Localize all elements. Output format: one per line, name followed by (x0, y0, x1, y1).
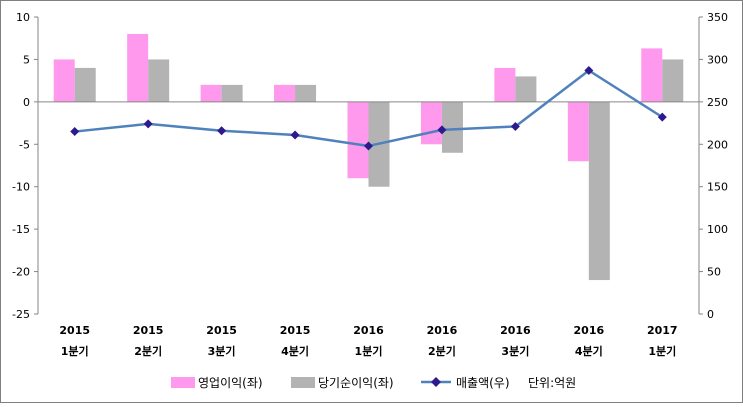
right-tick-label: 300 (707, 53, 728, 66)
bar-operating-profit (53, 59, 75, 102)
bar-operating-profit (420, 101, 442, 145)
legend-label-revenue: 매출액(우) (456, 376, 510, 390)
category-year-label: 2016 (427, 324, 458, 337)
left-tick-label: 10 (16, 11, 30, 24)
category-quarter-label: 1분기 (61, 344, 89, 358)
category-quarter-label: 1분기 (648, 344, 676, 358)
revenue-point (70, 127, 80, 137)
bar-operating-profit (347, 101, 369, 179)
category-quarter-label: 4분기 (575, 344, 603, 358)
category-year-label: 2015 (206, 324, 237, 337)
right-tick-label: 0 (707, 308, 714, 321)
category-year-label: 2015 (133, 324, 164, 337)
revenue-line (70, 65, 667, 151)
bar-operating-profit (127, 33, 149, 102)
right-tick-label: 150 (707, 181, 728, 194)
left-tick-label: 0 (23, 96, 30, 109)
left-tick-label: -20 (12, 266, 30, 279)
legend-label-operating-profit: 영업이익(좌) (198, 376, 263, 390)
category-quarter-label: 3분기 (501, 344, 529, 358)
bar-net-income (515, 76, 537, 102)
bar-operating-profit (567, 101, 589, 162)
revenue-point (437, 125, 447, 135)
legend-swatch-operating-profit (171, 377, 195, 388)
revenue-point (364, 141, 373, 151)
revenue-point (657, 112, 667, 122)
right-tick-label: 50 (707, 266, 721, 279)
bar-net-income (295, 84, 317, 102)
bar-operating-profit (641, 48, 663, 102)
revenue-point (217, 126, 227, 136)
right-tick-label: 100 (707, 223, 728, 236)
revenue-point (143, 119, 153, 129)
category-year-label: 2015 (280, 324, 311, 337)
right-tick-label: 200 (707, 138, 728, 151)
category-year-label: 2017 (647, 324, 678, 337)
left-tick-label: -15 (12, 223, 30, 236)
bar-operating-profit (494, 67, 516, 102)
legend-swatch-net-income (291, 377, 315, 388)
category-quarter-label: 1분기 (355, 344, 383, 358)
bar-net-income (662, 59, 684, 102)
left-tick-label: -25 (12, 308, 30, 321)
category-year-label: 2016 (574, 324, 605, 337)
category-quarter-label: 2분기 (428, 344, 456, 358)
category-year-label: 2016 (500, 324, 531, 337)
legend-marker-revenue (431, 377, 441, 387)
category-year-label: 2015 (59, 324, 90, 337)
category-quarter-label: 3분기 (208, 344, 236, 358)
revenue-point (290, 130, 300, 140)
bar-operating-profit (200, 84, 222, 102)
category-year-label: 2016 (353, 324, 384, 337)
right-tick-label: 250 (707, 96, 728, 109)
bar-net-income (74, 67, 96, 102)
left-tick-label: 5 (23, 53, 30, 66)
revenue-point (584, 65, 594, 75)
left-tick-label: -10 (12, 181, 30, 194)
bar-net-income (588, 101, 610, 281)
category-quarter-label: 2분기 (134, 344, 162, 358)
bar-operating-profit (274, 84, 296, 102)
revenue-point (510, 121, 520, 131)
bar-net-income (441, 101, 463, 153)
right-tick-label: 350 (707, 11, 728, 24)
legend-label-net-income: 당기순이익(좌) (318, 376, 394, 390)
axes (37, 17, 700, 314)
category-labels: 2015 1분기 2015 2분기 2015 3분기 2015 4분기 2016 1분기 2016 2… (59, 324, 677, 358)
category-quarter-label: 4분기 (281, 344, 309, 358)
bar-net-income (148, 59, 170, 102)
bar-net-income (221, 84, 243, 102)
left-tick-label: -5 (19, 138, 30, 151)
legend: 영업이익(좌) 당기순이익(좌) 매출액(우) 단위:억원 (171, 376, 576, 390)
left-axis-ticks: 10 5 0 -5 -10 -15 -20 -25 (12, 11, 38, 321)
unit-note: 단위:억원 (528, 376, 576, 390)
right-axis-ticks: 350 300 250 200 150 100 50 0 (699, 11, 728, 321)
